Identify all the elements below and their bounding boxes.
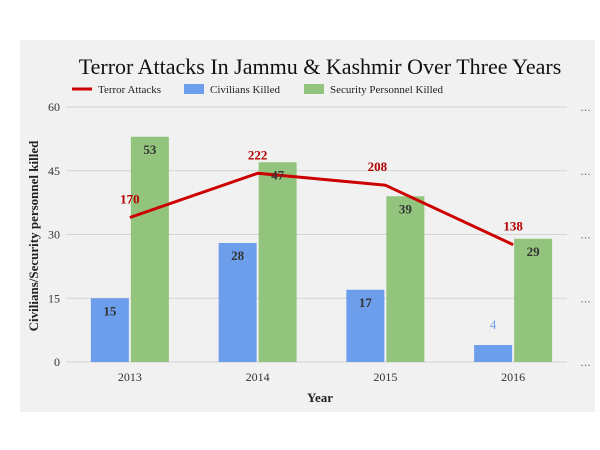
bar-security-personnel-killed bbox=[386, 196, 425, 362]
legend-swatch-civilians-killed bbox=[184, 84, 204, 94]
legend-label: Security Personnel Killed bbox=[330, 84, 444, 96]
x-axis-ticks: 2013 2014 2015 2016 bbox=[118, 370, 525, 384]
legend-label: Terror Attacks bbox=[98, 84, 161, 96]
legend-label: Civilians Killed bbox=[210, 84, 280, 96]
bar-label-civilians: 17 bbox=[359, 295, 373, 310]
line-label-attacks: 208 bbox=[368, 159, 388, 174]
legend-swatch-security-personnel-killed bbox=[304, 84, 324, 94]
line-label-attacks: 170 bbox=[120, 192, 140, 207]
legend: Terror Attacks Civilians Killed Security P… bbox=[72, 84, 444, 96]
chart-title: Terror Attacks In Jammu & Kashmir Over T… bbox=[79, 54, 562, 79]
y-tick-label: 30 bbox=[48, 228, 60, 242]
bar-label-security: 29 bbox=[527, 244, 541, 259]
bar-label-civilians: 28 bbox=[231, 248, 245, 263]
x-tick-label: 2015 bbox=[373, 370, 397, 384]
x-tick-label: 2016 bbox=[501, 370, 525, 384]
y-tick-label: 60 bbox=[48, 100, 60, 114]
bar-label-civilians: 4 bbox=[490, 317, 497, 332]
bar-label-security: 47 bbox=[271, 167, 285, 182]
bar-security-personnel-killed bbox=[258, 162, 297, 362]
line-label-attacks: 138 bbox=[503, 219, 523, 234]
bar-security-personnel-killed bbox=[130, 136, 169, 362]
y-tick-label: 0 bbox=[54, 355, 60, 369]
right-axis-tick-label: … bbox=[580, 357, 591, 369]
y-tick-label: 15 bbox=[48, 291, 60, 305]
data-labels: 15 53 28 47 17 39 4 29 170 222 208 138 bbox=[103, 142, 540, 332]
right-axis-tick-label: … bbox=[580, 293, 591, 305]
bar-label-civilians: 15 bbox=[103, 303, 117, 318]
y-axis-ticks: 0 15 30 45 60 bbox=[48, 100, 60, 369]
attacks-line-path bbox=[129, 171, 514, 247]
right-axis-tick-label: … bbox=[580, 166, 591, 178]
bar-civilians-killed bbox=[218, 243, 257, 362]
y-tick-label: 45 bbox=[48, 164, 60, 178]
x-axis-title: Year bbox=[307, 390, 333, 405]
bar-civilians-killed bbox=[346, 289, 385, 362]
right-axis-tick-label: … bbox=[580, 102, 591, 114]
right-axis-ticks: … … … … … bbox=[580, 102, 591, 369]
x-tick-label: 2014 bbox=[246, 370, 270, 384]
bars bbox=[90, 136, 553, 362]
attacks-line bbox=[129, 171, 514, 247]
bar-security-personnel-killed bbox=[514, 238, 553, 362]
bar-label-security: 39 bbox=[399, 201, 413, 216]
bar-civilians-killed bbox=[90, 298, 129, 362]
line-label-attacks: 222 bbox=[248, 147, 268, 162]
y-axis-title: Civilians/Security personnel killed bbox=[26, 140, 41, 331]
bar-civilians-killed bbox=[474, 345, 513, 362]
x-tick-label: 2013 bbox=[118, 370, 142, 384]
bar-label-security: 53 bbox=[143, 142, 157, 157]
right-axis-tick-label: … bbox=[580, 230, 591, 242]
